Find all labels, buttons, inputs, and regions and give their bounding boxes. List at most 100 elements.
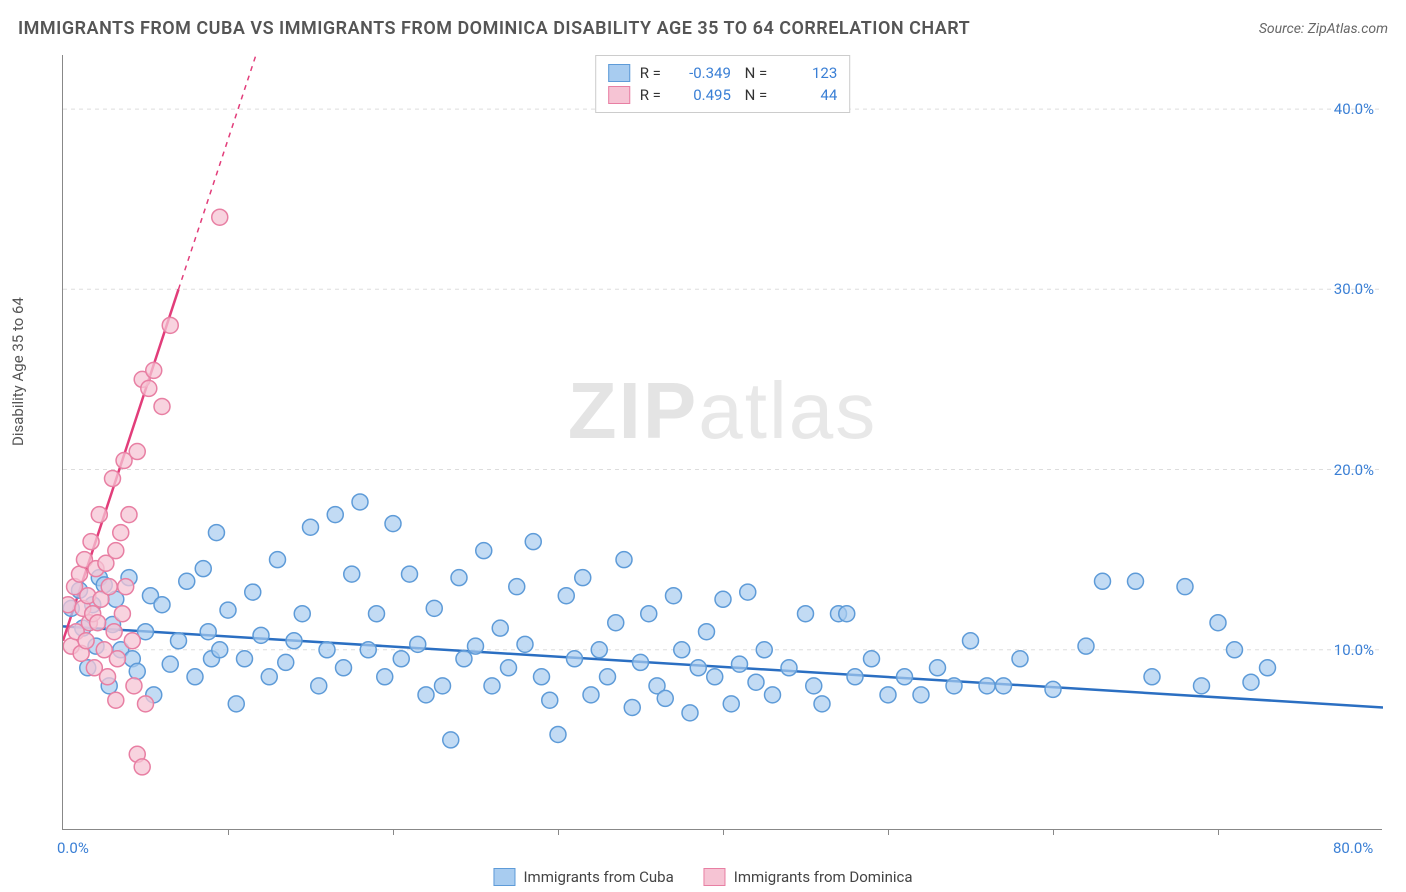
point-dominica [141, 380, 157, 396]
point-cuba [624, 699, 640, 715]
point-cuba [542, 692, 558, 708]
point-cuba [187, 669, 203, 685]
point-cuba [690, 660, 706, 676]
point-cuba [979, 678, 995, 694]
point-cuba [451, 570, 467, 586]
point-dominica [162, 317, 178, 333]
legend-swatch-dominica [704, 868, 726, 886]
trend-line-dash-dominica [179, 55, 286, 289]
point-cuba [517, 636, 533, 652]
point-cuba [1144, 669, 1160, 685]
point-cuba [723, 696, 739, 712]
point-dominica [109, 651, 125, 667]
source-label: Source: ZipAtlas.com [1259, 21, 1388, 37]
point-cuba [847, 669, 863, 685]
point-cuba [200, 624, 216, 640]
stats-row-dominica: R = 0.495 N = 44 [608, 84, 838, 106]
point-cuba [344, 566, 360, 582]
y-tick-label: 10.0% [1334, 641, 1374, 659]
x-tick-mark [1218, 829, 1219, 835]
point-cuba [501, 660, 517, 676]
point-cuba [426, 600, 442, 616]
point-cuba [270, 552, 286, 568]
point-cuba [352, 494, 368, 510]
point-cuba [319, 642, 335, 658]
point-dominica [100, 669, 116, 685]
point-cuba [212, 642, 228, 658]
point-cuba [237, 651, 253, 667]
point-cuba [129, 663, 145, 679]
legend-label-cuba: Immigrants from Cuba [523, 868, 673, 886]
point-cuba [443, 732, 459, 748]
point-cuba [476, 543, 492, 559]
point-cuba [220, 602, 236, 618]
point-cuba [208, 525, 224, 541]
point-dominica [121, 507, 137, 523]
point-cuba [765, 687, 781, 703]
point-cuba [732, 656, 748, 672]
point-cuba [913, 687, 929, 703]
point-cuba [435, 678, 451, 694]
point-cuba [278, 654, 294, 670]
x-tick-mark [723, 829, 724, 835]
point-cuba [715, 591, 731, 607]
point-dominica [63, 597, 76, 613]
point-dominica [138, 696, 154, 712]
point-cuba [261, 669, 277, 685]
point-dominica [106, 624, 122, 640]
point-cuba [880, 687, 896, 703]
point-dominica [101, 579, 117, 595]
point-cuba [385, 516, 401, 532]
point-cuba [1210, 615, 1226, 631]
point-cuba [525, 534, 541, 550]
stats-legend: R = -0.349 N = 123 R = 0.495 N = 44 [595, 55, 851, 113]
point-cuba [311, 678, 327, 694]
point-cuba [327, 507, 343, 523]
point-dominica [114, 606, 130, 622]
n-label: N = [741, 86, 767, 104]
point-cuba [369, 606, 385, 622]
point-cuba [228, 696, 244, 712]
y-tick-label: 40.0% [1334, 100, 1374, 118]
point-cuba [484, 678, 500, 694]
point-cuba [740, 584, 756, 600]
point-cuba [179, 573, 195, 589]
point-cuba [456, 651, 472, 667]
point-cuba [1095, 573, 1111, 589]
r-label: R = [640, 64, 661, 82]
point-cuba [245, 584, 261, 600]
x-tick-label: 80.0% [1333, 839, 1373, 857]
point-cuba [550, 726, 566, 742]
r-label: R = [640, 86, 661, 104]
point-cuba [600, 669, 616, 685]
point-cuba [748, 674, 764, 690]
point-cuba [1177, 579, 1193, 595]
point-cuba [509, 579, 525, 595]
point-cuba [1012, 651, 1028, 667]
point-cuba [1194, 678, 1210, 694]
point-cuba [162, 656, 178, 672]
point-cuba [418, 687, 434, 703]
point-dominica [129, 444, 145, 460]
legend-label-dominica: Immigrants from Dominica [734, 868, 913, 886]
point-cuba [286, 633, 302, 649]
n-label: N = [741, 64, 767, 82]
point-cuba [1045, 681, 1061, 697]
x-tick-mark [1053, 829, 1054, 835]
point-cuba [707, 669, 723, 685]
point-cuba [930, 660, 946, 676]
n-value-dominica: 44 [777, 86, 837, 104]
point-cuba [377, 669, 393, 685]
stats-row-cuba: R = -0.349 N = 123 [608, 62, 838, 84]
point-cuba [641, 606, 657, 622]
point-cuba [839, 606, 855, 622]
bottom-legend: Immigrants from Cuba Immigrants from Dom… [493, 868, 912, 886]
point-dominica [72, 566, 88, 582]
n-value-cuba: 123 [777, 64, 837, 82]
point-cuba [1227, 642, 1243, 658]
chart-svg [63, 55, 1383, 830]
y-tick-label: 20.0% [1334, 461, 1374, 479]
point-cuba [608, 615, 624, 631]
swatch-cuba [608, 64, 630, 82]
point-cuba [864, 651, 880, 667]
